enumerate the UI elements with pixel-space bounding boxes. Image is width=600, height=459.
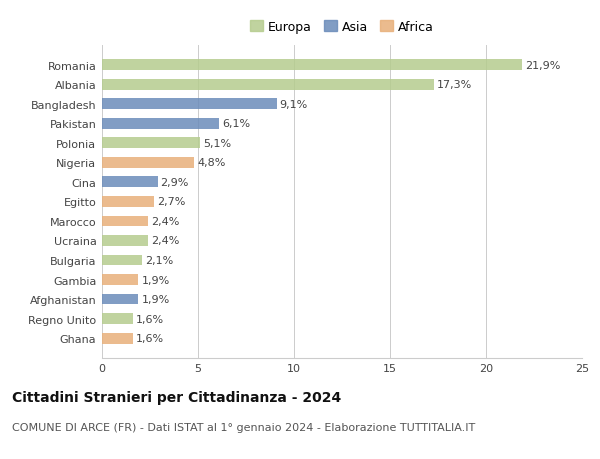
Text: 21,9%: 21,9%	[526, 61, 561, 70]
Text: 1,9%: 1,9%	[142, 275, 170, 285]
Text: 1,9%: 1,9%	[142, 295, 170, 304]
Bar	[102, 99, 277, 110]
Bar	[102, 138, 200, 149]
Text: 2,9%: 2,9%	[161, 178, 189, 187]
Text: 1,6%: 1,6%	[136, 334, 164, 343]
Text: 2,1%: 2,1%	[145, 256, 173, 265]
Text: COMUNE DI ARCE (FR) - Dati ISTAT al 1° gennaio 2024 - Elaborazione TUTTITALIA.IT: COMUNE DI ARCE (FR) - Dati ISTAT al 1° g…	[12, 422, 475, 432]
Text: 17,3%: 17,3%	[437, 80, 472, 90]
Text: 1,6%: 1,6%	[136, 314, 164, 324]
Text: 2,7%: 2,7%	[157, 197, 185, 207]
Bar	[102, 177, 158, 188]
Bar	[102, 60, 523, 71]
Bar	[102, 294, 139, 305]
Text: 4,8%: 4,8%	[197, 158, 226, 168]
Text: 2,4%: 2,4%	[151, 217, 179, 226]
Bar	[102, 274, 139, 285]
Bar	[102, 157, 194, 168]
Bar	[102, 235, 148, 246]
Bar	[102, 216, 148, 227]
Text: 9,1%: 9,1%	[280, 100, 308, 109]
Text: 5,1%: 5,1%	[203, 139, 231, 148]
Legend: Europa, Asia, Africa: Europa, Asia, Africa	[250, 21, 434, 34]
Bar	[102, 333, 133, 344]
Bar	[102, 79, 434, 90]
Text: 2,4%: 2,4%	[151, 236, 179, 246]
Text: 6,1%: 6,1%	[222, 119, 250, 129]
Text: Cittadini Stranieri per Cittadinanza - 2024: Cittadini Stranieri per Cittadinanza - 2…	[12, 390, 341, 404]
Bar	[102, 118, 219, 129]
Bar	[102, 313, 133, 325]
Bar	[102, 196, 154, 207]
Bar	[102, 255, 142, 266]
